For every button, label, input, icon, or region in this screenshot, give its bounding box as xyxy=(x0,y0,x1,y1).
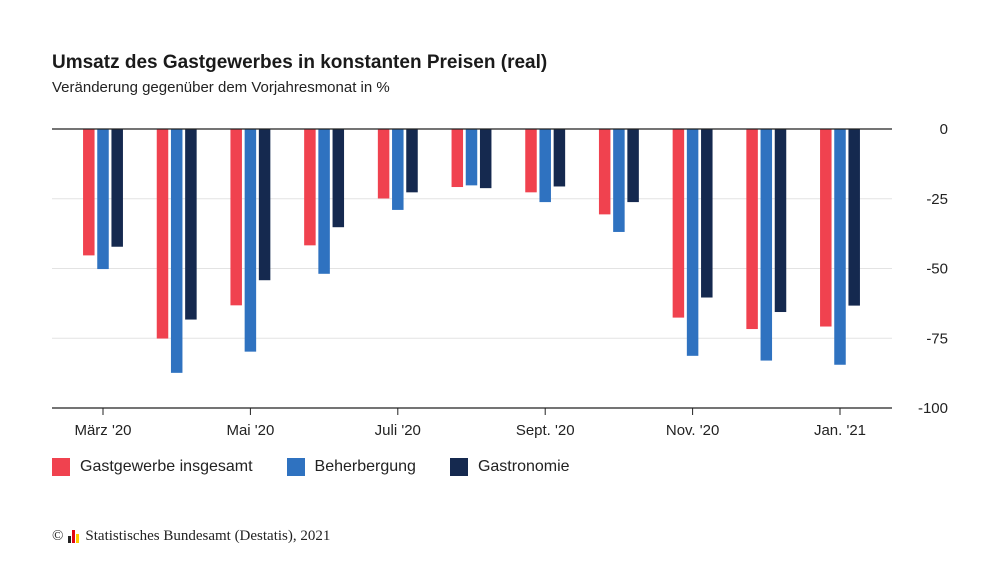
bar xyxy=(686,129,699,356)
bar xyxy=(230,129,242,306)
bar xyxy=(834,129,846,365)
legend-swatch xyxy=(449,458,468,476)
destatis-logo-icon xyxy=(68,530,80,543)
logo-bar xyxy=(76,534,80,543)
bar xyxy=(406,129,418,193)
bar xyxy=(672,129,685,318)
chart-title: Umsatz des Gastgewerbes in konstanten Pr… xyxy=(52,52,548,73)
bar xyxy=(170,129,183,373)
chart-subtitle: Veränderung gegenüber dem Vorjahresmonat… xyxy=(52,79,390,96)
legend-label: Beherbergung xyxy=(314,458,416,475)
copyright-text: Statistisches Bundesamt (Destatis), 2021 xyxy=(85,528,331,544)
bar xyxy=(332,129,345,228)
axes: 0 -25 -50 -75 -100 März '20 Mai '20 Juli '20 Sep… xyxy=(52,121,948,439)
bar xyxy=(258,129,271,281)
x-tick-label: Juli '20 xyxy=(375,422,421,439)
legend-item: Gastgewerbe insgesamt xyxy=(52,458,253,476)
bar xyxy=(701,129,713,298)
bar xyxy=(83,129,95,256)
x-tick-label: März '20 xyxy=(74,422,131,439)
bar xyxy=(525,129,537,193)
bar xyxy=(244,129,257,352)
y-tick-label: -75 xyxy=(926,330,948,347)
legend-swatch xyxy=(286,458,305,476)
bar xyxy=(539,129,551,203)
legend-item: Beherbergung xyxy=(286,458,416,476)
bar xyxy=(613,129,625,232)
copyright: © Statistisches Bundesamt (Destatis), 20… xyxy=(52,528,330,545)
copyright-symbol: © xyxy=(52,528,64,544)
bar xyxy=(553,129,566,187)
bar xyxy=(774,129,787,313)
legend-swatch xyxy=(52,458,70,476)
bar xyxy=(111,129,123,247)
legend-label: Gastgewerbe insgesamt xyxy=(80,458,253,475)
bar xyxy=(479,129,492,189)
y-tick-label: -50 xyxy=(926,261,948,278)
bar xyxy=(760,129,773,361)
bar xyxy=(377,129,390,199)
legend-label: Gastronomie xyxy=(477,458,570,475)
x-tick-label: Jan. '21 xyxy=(814,422,866,439)
bar xyxy=(746,129,758,330)
bar xyxy=(627,129,639,203)
bar xyxy=(465,129,478,186)
legend-item: Gastronomie xyxy=(449,458,570,476)
bar xyxy=(156,129,169,339)
x-tick-label: Mai '20 xyxy=(226,422,274,439)
bar xyxy=(392,129,404,210)
x-tick-label: Nov. '20 xyxy=(666,422,719,439)
y-tick-label: -25 xyxy=(926,191,948,208)
bar xyxy=(451,129,464,188)
y-tick-label: 0 xyxy=(940,121,948,138)
legend: Gastgewerbe insgesamt Beherbergung Gastron… xyxy=(52,458,604,476)
y-tick-label: -100 xyxy=(918,400,948,417)
bar xyxy=(97,129,109,270)
logo-bar xyxy=(68,536,72,543)
bar xyxy=(304,129,316,246)
x-tick-label: Sept. '20 xyxy=(516,422,575,439)
bar xyxy=(848,129,860,306)
logo-bar xyxy=(72,530,76,543)
bar xyxy=(318,129,330,274)
bars xyxy=(83,129,860,373)
bar xyxy=(185,129,197,320)
bar xyxy=(820,129,832,327)
bar xyxy=(598,129,611,215)
